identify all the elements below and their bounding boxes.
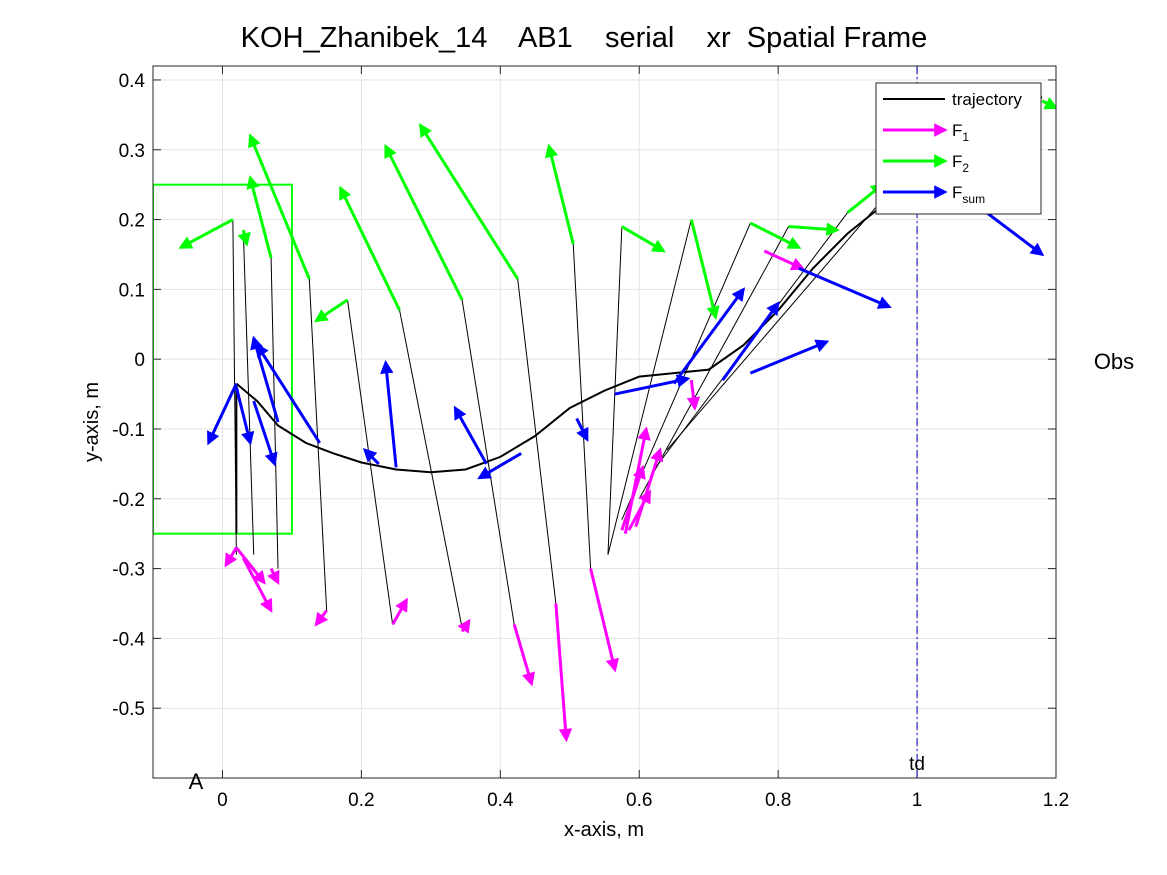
fsum-arrow <box>234 386 255 446</box>
x-tick-label: 0.6 <box>626 790 652 811</box>
side-label: Obs <box>1094 349 1134 374</box>
f2-arrow <box>1041 97 1056 110</box>
legend-label-trajectory: trajectory <box>952 90 1022 109</box>
fsum-arrow <box>255 342 321 444</box>
y-tick-label: 0.1 <box>119 280 145 301</box>
limb-segment <box>242 230 255 555</box>
f2-arrow <box>749 221 802 249</box>
x-tick-label: 0 <box>217 790 228 811</box>
f1-arrow <box>763 249 805 271</box>
f1-arrow <box>391 597 408 626</box>
fsum-arrow <box>672 287 746 385</box>
y-tick-label: -0.1 <box>112 420 145 441</box>
y-tick-label: 0.2 <box>119 211 145 232</box>
x-tick-label: 0.2 <box>348 790 374 811</box>
f1-arrow <box>235 546 266 585</box>
f1-arrow <box>241 557 273 613</box>
td-label: td <box>909 754 925 775</box>
fsum-arrow <box>252 400 278 467</box>
y-ticks: -0.5 -0.4 -0.3 -0.2 -0.1 0 0.1 0.2 0.3 0.4 <box>112 71 1056 720</box>
x-axis-label: x-axis, m <box>564 819 644 841</box>
y-tick-label: -0.4 <box>112 629 145 650</box>
fsum-arrow <box>453 405 488 465</box>
x-tick-label: 1.2 <box>1043 790 1069 811</box>
f2-arrow <box>544 143 575 245</box>
grid <box>153 66 1057 778</box>
fsum-arrow <box>575 417 589 442</box>
f1-arrow <box>314 609 329 627</box>
y-tick-label: 0.4 <box>119 71 146 92</box>
f2-arrow <box>248 133 311 280</box>
limb-segment <box>638 226 790 500</box>
limb-segment <box>399 310 463 629</box>
limb-segment <box>517 278 557 604</box>
f2-arrow <box>339 185 401 311</box>
f1-arrow <box>224 546 238 568</box>
plot-frame <box>152 65 1057 779</box>
y-axis-label: y-axis, m <box>81 382 103 462</box>
f2-arrow <box>689 219 720 320</box>
chart-title: KOH_Zhanibek_14 AB1 serial xr Spatial Fr… <box>241 22 928 54</box>
f1-arrow <box>267 567 280 585</box>
x-tick-label: 0.8 <box>765 790 791 811</box>
f2-arrow <box>418 123 519 280</box>
fsum-arrow <box>749 339 830 375</box>
f2-arrow <box>788 222 840 236</box>
x-tick-label: 1 <box>912 790 923 811</box>
f2-arrow <box>313 298 349 323</box>
fsum-arrow <box>721 301 780 381</box>
corner-label: A <box>189 769 204 794</box>
limb-segment <box>607 226 623 555</box>
f2-arrow <box>384 143 464 301</box>
y-tick-label: -0.3 <box>112 560 145 581</box>
x-ticks: 0 0.2 0.4 0.6 0.8 1 1.2 <box>217 66 1069 811</box>
f1-arrow <box>686 379 701 411</box>
f1-arrow <box>512 624 536 687</box>
y-tick-label: 0.3 <box>119 141 145 162</box>
f1-arrows <box>224 249 805 743</box>
y-tick-label: -0.5 <box>112 699 145 720</box>
obstacle-box <box>153 183 293 535</box>
y-tick-label: 0 <box>134 350 145 371</box>
fsum-arrow <box>380 359 398 468</box>
f2-arrow <box>237 229 251 247</box>
limb-segment <box>666 191 890 451</box>
f1-arrow <box>623 426 651 534</box>
fsum-arrow <box>207 382 238 446</box>
f1-arrow <box>589 568 619 673</box>
f1-arrow <box>554 603 573 743</box>
fsum-arrow <box>798 267 892 309</box>
f1-arrow <box>457 618 471 634</box>
f2-arrow <box>621 225 666 253</box>
x-tick-label: 0.4 <box>487 790 514 811</box>
fsum-arrow <box>362 448 380 465</box>
fsum-arrow <box>477 452 522 480</box>
f2-arrows <box>178 97 1056 323</box>
limb-segment <box>308 278 328 611</box>
y-tick-label: -0.2 <box>112 490 145 511</box>
limb-segment <box>572 243 592 569</box>
f2-arrow <box>178 218 234 249</box>
f1-arrow <box>634 447 664 528</box>
f2-arrow <box>246 175 273 259</box>
